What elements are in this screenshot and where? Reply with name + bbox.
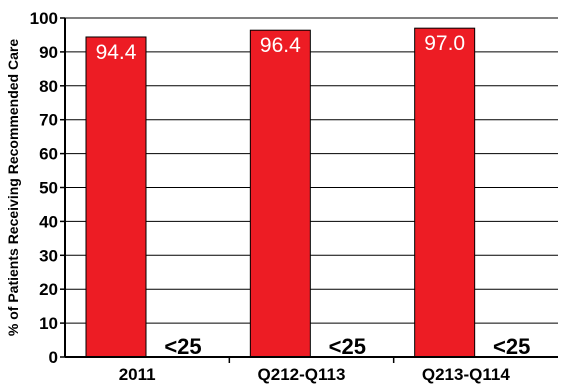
bar-Q212-Q113 xyxy=(249,29,311,358)
x-category-label-Q213-Q114: Q213-Q114 xyxy=(422,365,510,384)
y-tick-label-60: 60 xyxy=(39,145,58,164)
y-tick-label-40: 40 xyxy=(39,212,58,231)
bar-value-label-Q212-Q113: 96.4 xyxy=(260,34,301,57)
gridlines xyxy=(65,17,558,324)
y-tick-label-70: 70 xyxy=(39,111,58,130)
x-category-label-2011: 2011 xyxy=(119,365,156,384)
suppressed-label-Q213-Q114: <25 xyxy=(493,334,530,359)
suppressed-label-Q212-Q113: <25 xyxy=(329,334,366,359)
y-tick-label-20: 20 xyxy=(39,280,58,299)
y-tick-label-100: 100 xyxy=(30,9,58,28)
bar-2011 xyxy=(85,36,147,358)
y-tick-label-50: 50 xyxy=(39,179,58,198)
bars: 94.4 <25 96.4 <25 97.0 <25 xyxy=(85,27,530,359)
y-axis-ticks: 0 10 20 30 40 50 60 70 80 90 100 xyxy=(30,9,65,367)
y-tick-label-0: 0 xyxy=(49,348,58,367)
y-tick-label-10: 10 xyxy=(39,314,58,333)
bar-value-label-Q213-Q114: 97.0 xyxy=(424,32,465,55)
bar-value-label-2011: 94.4 xyxy=(96,41,137,64)
x-axis-categories: 2011 Q212-Q113 Q213-Q114 xyxy=(119,357,510,384)
y-tick-label-80: 80 xyxy=(39,77,58,96)
suppressed-label-2011: <25 xyxy=(164,334,201,359)
y-tick-label-90: 90 xyxy=(39,43,58,62)
x-category-label-Q212-Q113: Q212-Q113 xyxy=(258,365,346,384)
y-axis-title: % of Patients Receiving Recommended Care xyxy=(5,39,21,336)
bar-Q213-Q114 xyxy=(414,27,476,358)
y-tick-label-30: 30 xyxy=(39,246,58,265)
